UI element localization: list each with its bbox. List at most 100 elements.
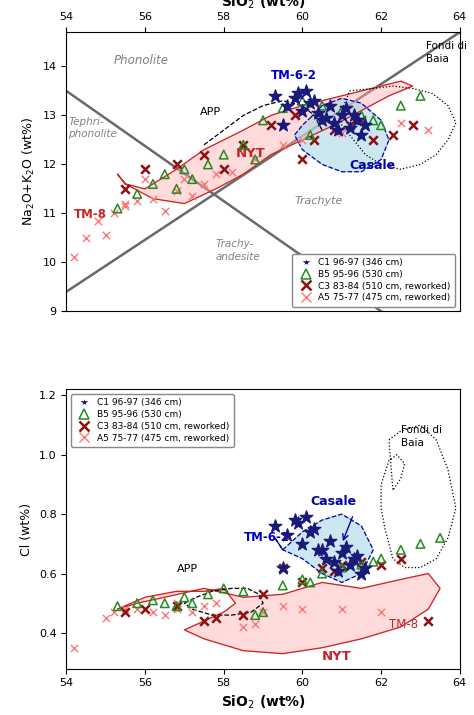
Point: [377, 559, 385, 571]
Point: [299, 105, 306, 117]
Point: [133, 603, 141, 615]
Point: [259, 114, 267, 126]
Point: [267, 119, 275, 131]
Point: [161, 169, 169, 180]
Point: [358, 568, 365, 579]
Point: [319, 100, 326, 112]
Point: [240, 609, 247, 621]
Point: [377, 553, 385, 564]
Point: [338, 109, 346, 121]
Text: Trachyte: Trachyte: [294, 196, 343, 205]
Text: APP: APP: [200, 107, 221, 117]
Point: [271, 521, 279, 532]
Point: [369, 134, 377, 146]
Point: [322, 553, 330, 564]
Point: [350, 109, 357, 121]
Point: [291, 514, 298, 526]
Text: TM-8: TM-8: [74, 208, 107, 221]
Point: [362, 562, 369, 573]
Point: [377, 119, 385, 131]
Point: [251, 618, 259, 630]
Point: [212, 612, 219, 623]
Point: [82, 232, 90, 244]
Point: [71, 252, 78, 263]
Text: TM-6-2: TM-6-2: [271, 69, 317, 82]
Point: [173, 601, 180, 612]
Text: TM-8: TM-8: [389, 618, 418, 631]
Point: [346, 559, 354, 571]
Point: [397, 544, 405, 556]
Point: [295, 518, 302, 529]
Point: [71, 642, 78, 654]
Point: [299, 603, 306, 615]
Point: [326, 535, 334, 546]
Point: [204, 588, 212, 600]
Text: Trachy-
andesite: Trachy- andesite: [216, 240, 261, 262]
Point: [189, 606, 196, 618]
Point: [279, 139, 286, 151]
Point: [369, 556, 377, 568]
Point: [220, 164, 228, 175]
Point: [201, 601, 208, 612]
Point: [299, 134, 306, 146]
Point: [314, 544, 322, 556]
Point: [283, 529, 291, 541]
Polygon shape: [294, 98, 389, 172]
Point: [114, 601, 121, 612]
Point: [110, 207, 118, 219]
Point: [307, 526, 314, 538]
Text: Fondi di
Baia: Fondi di Baia: [401, 425, 442, 448]
Point: [409, 119, 416, 131]
Point: [334, 124, 342, 136]
Point: [220, 583, 228, 594]
Point: [279, 562, 286, 573]
Point: [307, 577, 314, 588]
Point: [161, 598, 169, 609]
Y-axis label: Cl (wt%): Cl (wt%): [20, 503, 33, 556]
Point: [302, 85, 310, 97]
Point: [358, 109, 365, 121]
Point: [330, 565, 337, 576]
Point: [133, 188, 141, 199]
Polygon shape: [275, 514, 373, 583]
Point: [181, 591, 188, 603]
Point: [299, 538, 306, 550]
Point: [94, 215, 101, 227]
Point: [228, 166, 236, 177]
Point: [326, 100, 334, 112]
Point: [338, 547, 346, 558]
Legend: C1 96-97 (346 cm), B5 95-96 (530 cm), C3 83-84 (510 cm, reworked), A5 75-77 (475: C1 96-97 (346 cm), B5 95-96 (530 cm), C3…: [71, 394, 234, 447]
Point: [299, 95, 306, 107]
Point: [314, 107, 322, 119]
Text: NYT: NYT: [322, 650, 352, 663]
Point: [338, 562, 346, 573]
Point: [330, 556, 337, 568]
Point: [240, 139, 247, 151]
Point: [240, 139, 247, 151]
Point: [342, 541, 349, 553]
Point: [330, 124, 337, 136]
Point: [346, 119, 354, 131]
Text: TM-6-2: TM-6-2: [244, 531, 290, 544]
Point: [310, 523, 318, 535]
Point: [358, 129, 365, 141]
Point: [122, 183, 129, 194]
Text: APP: APP: [176, 564, 198, 574]
Point: [259, 588, 267, 600]
Text: Phonolite: Phonolite: [114, 54, 169, 67]
Point: [141, 603, 149, 615]
Point: [299, 577, 306, 588]
Point: [322, 112, 330, 124]
Point: [358, 556, 365, 568]
Point: [102, 612, 109, 623]
Point: [354, 114, 361, 126]
Point: [330, 117, 337, 129]
Point: [291, 109, 298, 121]
Point: [141, 173, 149, 184]
Point: [299, 154, 306, 165]
Point: [133, 598, 141, 609]
Point: [122, 603, 129, 615]
Point: [279, 562, 286, 573]
Point: [283, 100, 291, 112]
Point: [307, 97, 314, 109]
